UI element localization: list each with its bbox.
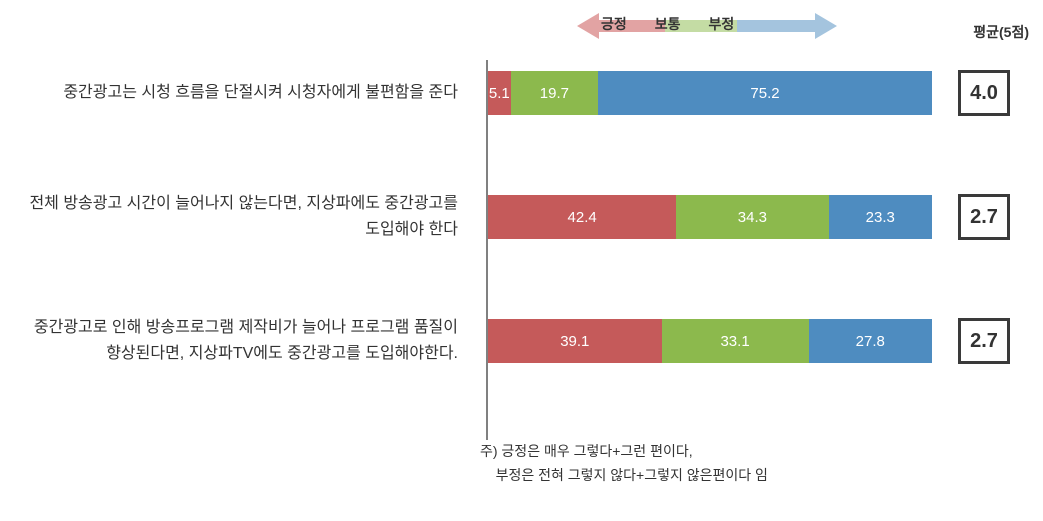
- bar-seg-neutral: 19.7: [511, 71, 598, 115]
- bar-seg-positive: 5.1: [488, 71, 511, 115]
- legend-labels: 긍정 보통 부정: [601, 14, 734, 34]
- avg-score-box: 2.7: [958, 318, 1010, 364]
- chart: 중간광고는 시청 흐름을 단절시켜 시청자에게 불편함을 준다 5.1 19.7…: [0, 60, 1043, 432]
- avg-heading: 평균(5점): [973, 22, 1029, 42]
- legend-positive: 긍정: [601, 14, 627, 34]
- bar-seg-negative: 27.8: [809, 319, 932, 363]
- chart-container: 긍정 보통 부정 평균(5점) 중간광고는 시청 흐름을 단절시켜 시청자에게 …: [0, 0, 1043, 521]
- row-label: 중간광고로 인해 방송프로그램 제작비가 늘어나 프로그램 품질이 향상된다면,…: [0, 315, 472, 368]
- stacked-bar: 5.1 19.7 75.2: [488, 71, 932, 115]
- legend-neutral: 보통: [655, 14, 681, 34]
- stacked-bar: 39.1 33.1 27.8: [488, 319, 932, 363]
- avg-score-box: 4.0: [958, 70, 1010, 116]
- table-row: 전체 방송광고 시간이 늘어나지 않는다면, 지상파에도 중간광고를 도입해야 …: [0, 184, 1043, 250]
- table-row: 중간광고로 인해 방송프로그램 제작비가 늘어나 프로그램 품질이 향상된다면,…: [0, 308, 1043, 374]
- footnote: 주) 긍정은 매우 그렇다+그런 편이다, 부정은 전혀 그렇지 않다+그렇지 …: [480, 440, 768, 488]
- table-row: 중간광고는 시청 흐름을 단절시켜 시청자에게 불편함을 준다 5.1 19.7…: [0, 60, 1043, 126]
- legend: 긍정 보통 부정: [595, 14, 740, 34]
- bar-seg-negative: 23.3: [829, 195, 932, 239]
- bar-seg-negative: 75.2: [598, 71, 932, 115]
- bar-seg-positive: 39.1: [488, 319, 662, 363]
- legend-negative: 부정: [709, 14, 735, 34]
- row-label: 중간광고는 시청 흐름을 단절시켜 시청자에게 불편함을 준다: [0, 80, 472, 106]
- row-label: 전체 방송광고 시간이 늘어나지 않는다면, 지상파에도 중간광고를 도입해야 …: [0, 191, 472, 244]
- bar-seg-neutral: 34.3: [676, 195, 828, 239]
- avg-score-box: 2.7: [958, 194, 1010, 240]
- stacked-bar: 42.4 34.3 23.3: [488, 195, 932, 239]
- y-axis: [486, 60, 488, 440]
- bar-seg-neutral: 33.1: [662, 319, 809, 363]
- bar-seg-positive: 42.4: [488, 195, 676, 239]
